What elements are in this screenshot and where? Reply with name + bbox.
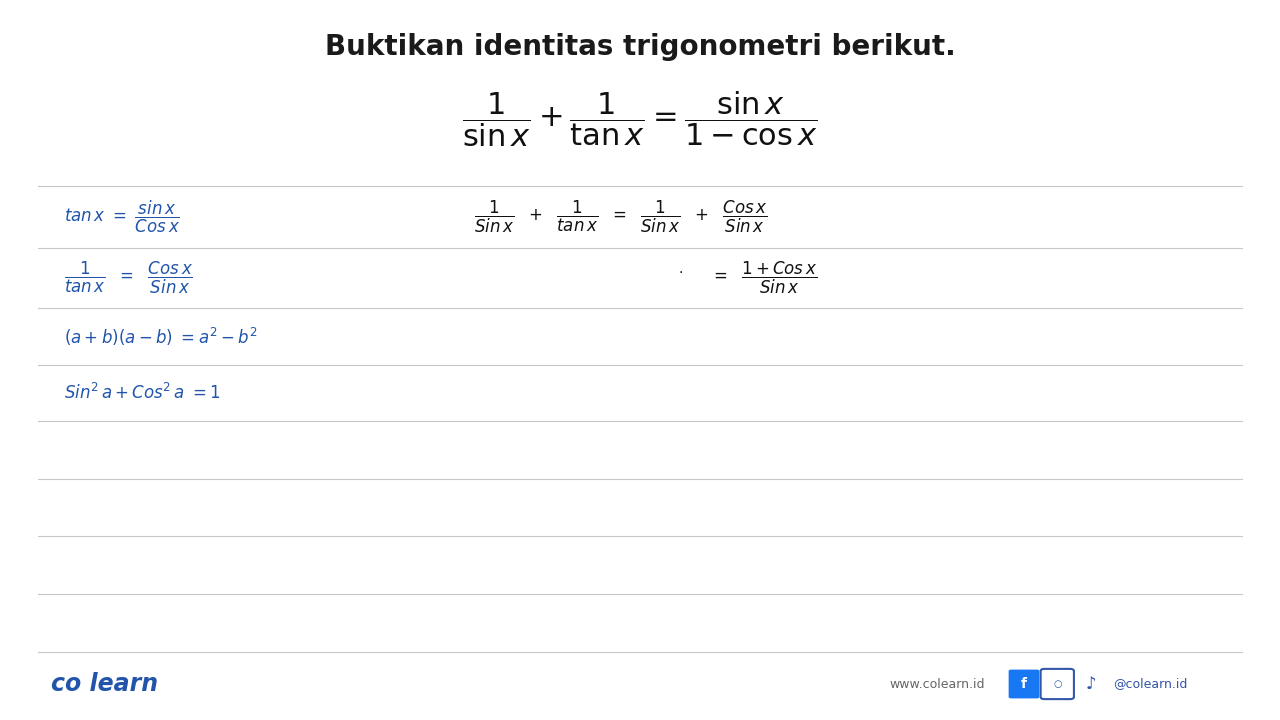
Text: co learn: co learn bbox=[51, 672, 159, 696]
Text: $\dfrac{1}{Sin\,x}\ \ +\ \ \dfrac{1}{tan\,x}\ \ =\ \ \dfrac{1}{Sin\,x}\ \ +\ \ \: $\dfrac{1}{Sin\,x}\ \ +\ \ \dfrac{1}{tan… bbox=[474, 199, 767, 235]
Text: $\dfrac{1}{tan\,x}\ \ =\ \ \dfrac{Cos\,x}{Sin\,x}$: $\dfrac{1}{tan\,x}\ \ =\ \ \dfrac{Cos\,x… bbox=[64, 260, 193, 297]
Text: Buktikan identitas trigonometri berikut.: Buktikan identitas trigonometri berikut. bbox=[325, 33, 955, 60]
Text: $\cdot$: $\cdot$ bbox=[678, 264, 684, 278]
Text: $tan\,x\ =\ \dfrac{sin\,x}{Cos\,x}$: $tan\,x\ =\ \dfrac{sin\,x}{Cos\,x}$ bbox=[64, 199, 180, 235]
Text: f: f bbox=[1021, 677, 1027, 691]
Text: $\dfrac{1}{\sin x} + \dfrac{1}{\tan x} = \dfrac{\sin x}{1 - \cos x}$: $\dfrac{1}{\sin x} + \dfrac{1}{\tan x} =… bbox=[462, 89, 818, 148]
Text: @colearn.id: @colearn.id bbox=[1114, 678, 1188, 690]
Text: $Sin^2\,a + Cos^2\,a\ =1$: $Sin^2\,a + Cos^2\,a\ =1$ bbox=[64, 383, 220, 403]
Text: www.colearn.id: www.colearn.id bbox=[890, 678, 986, 690]
Text: ♪: ♪ bbox=[1085, 675, 1096, 693]
Text: ○: ○ bbox=[1053, 679, 1061, 689]
FancyBboxPatch shape bbox=[1009, 670, 1039, 698]
Text: $(a+b)(a-b)\ =a^2-b^2$: $(a+b)(a-b)\ =a^2-b^2$ bbox=[64, 325, 257, 348]
Text: $=\ \ \dfrac{1 + Cos\,x}{Sin\,x}$: $=\ \ \dfrac{1 + Cos\,x}{Sin\,x}$ bbox=[710, 260, 818, 297]
